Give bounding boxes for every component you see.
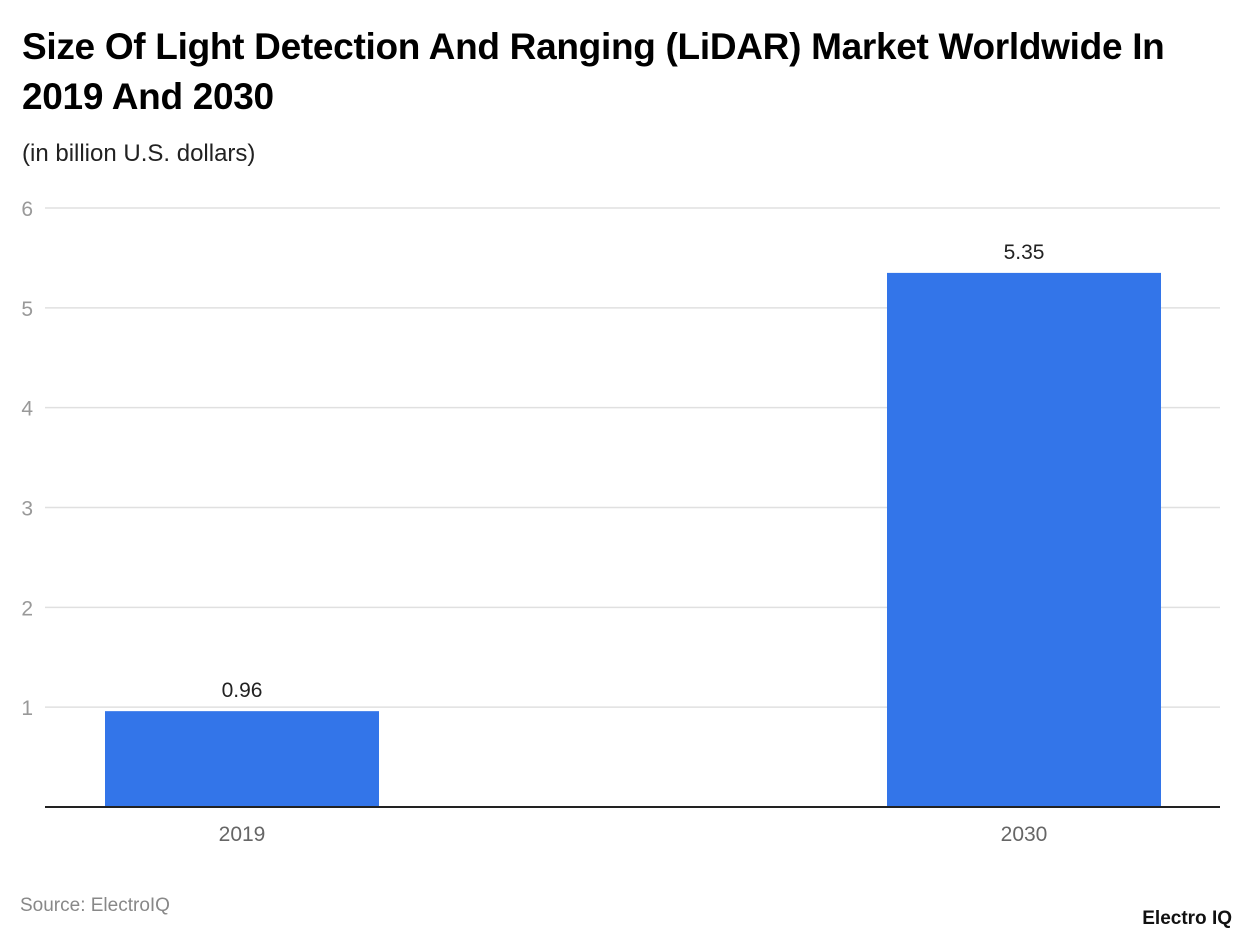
chart-subtitle: (in billion U.S. dollars) xyxy=(22,140,256,167)
source-note: Source: ElectroIQ xyxy=(20,895,170,916)
y-tick-label: 6 xyxy=(21,198,33,221)
y-tick-label: 1 xyxy=(21,697,33,720)
y-tick-label: 4 xyxy=(21,398,33,421)
y-tick-label: 2 xyxy=(21,597,33,620)
bar-2019 xyxy=(105,711,379,807)
x-tick-label: 2019 xyxy=(219,823,266,846)
y-tick-label: 3 xyxy=(21,498,33,521)
data-label: 0.96 xyxy=(222,679,263,702)
y-tick-label: 5 xyxy=(21,298,33,321)
bar-2030 xyxy=(887,272,1161,807)
electroiq-logo: Electro IQ xyxy=(1142,908,1232,929)
data-label: 5.35 xyxy=(1004,241,1045,264)
chart-title: Size Of Light Detection And Ranging (LiD… xyxy=(22,26,1165,117)
x-tick-label: 2030 xyxy=(1001,823,1048,846)
